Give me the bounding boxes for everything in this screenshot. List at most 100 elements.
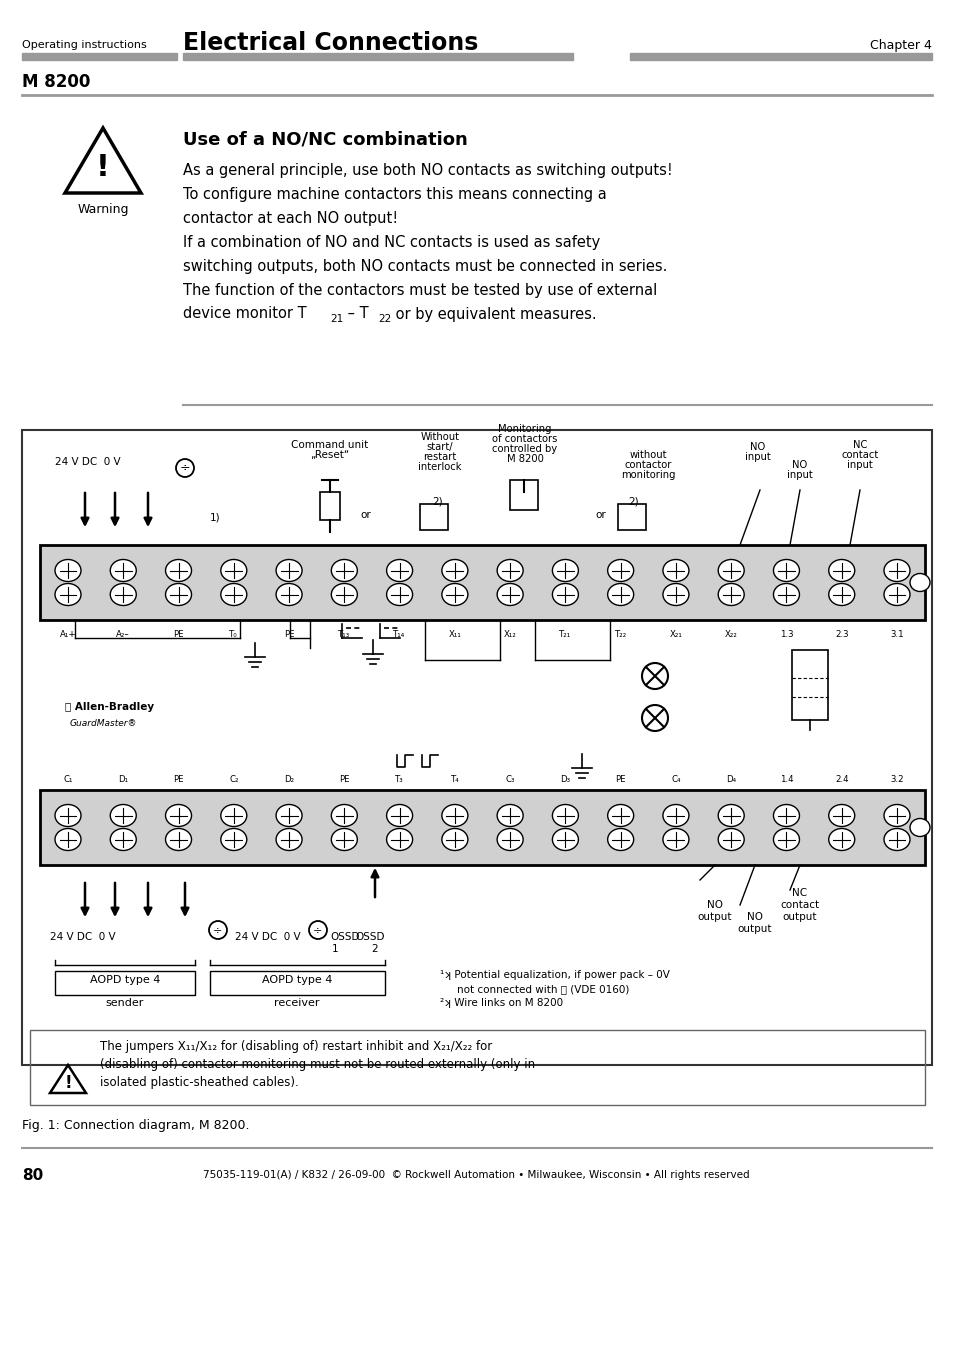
Text: PE: PE — [173, 630, 184, 639]
Ellipse shape — [552, 584, 578, 606]
Ellipse shape — [275, 584, 302, 606]
Text: input: input — [846, 460, 872, 470]
Ellipse shape — [275, 560, 302, 581]
Ellipse shape — [909, 573, 929, 592]
Ellipse shape — [111, 829, 136, 850]
Text: 24 V DC  0 V: 24 V DC 0 V — [50, 932, 115, 942]
Bar — [55, 971, 194, 995]
Text: PE: PE — [615, 775, 625, 784]
Text: device monitor T: device monitor T — [183, 307, 306, 322]
Text: 1.4: 1.4 — [779, 775, 793, 784]
Ellipse shape — [773, 584, 799, 606]
Ellipse shape — [220, 804, 247, 826]
Text: NO: NO — [706, 900, 722, 910]
Bar — [40, 545, 924, 621]
Ellipse shape — [275, 829, 302, 850]
Text: PE: PE — [338, 775, 350, 784]
Text: D₂: D₂ — [284, 775, 294, 784]
Bar — [510, 480, 537, 510]
Bar — [629, 53, 931, 59]
Text: Fig. 1: Connection diagram, M 8200.: Fig. 1: Connection diagram, M 8200. — [22, 1118, 250, 1132]
Text: To configure machine contactors this means connecting a: To configure machine contactors this mea… — [183, 187, 606, 201]
Ellipse shape — [166, 804, 192, 826]
Ellipse shape — [441, 584, 467, 606]
Ellipse shape — [497, 560, 522, 581]
Ellipse shape — [497, 829, 522, 850]
Ellipse shape — [55, 804, 81, 826]
Ellipse shape — [607, 560, 633, 581]
Text: 2.3: 2.3 — [834, 630, 847, 639]
Text: 3.1: 3.1 — [889, 630, 902, 639]
Text: NC: NC — [852, 439, 866, 450]
Text: Without: Without — [420, 433, 459, 442]
Ellipse shape — [386, 584, 412, 606]
Text: GuardMaster®: GuardMaster® — [70, 719, 137, 727]
Ellipse shape — [552, 829, 578, 850]
Text: C₃: C₃ — [505, 775, 515, 784]
Text: sender: sender — [106, 998, 144, 1009]
Bar — [419, 504, 448, 530]
Ellipse shape — [497, 584, 522, 606]
Ellipse shape — [441, 829, 467, 850]
Ellipse shape — [718, 804, 743, 826]
Bar — [791, 650, 827, 721]
Text: D₁: D₁ — [118, 775, 129, 784]
Text: 2): 2) — [432, 498, 442, 507]
Ellipse shape — [828, 804, 854, 826]
Ellipse shape — [166, 829, 192, 850]
Text: T₃: T₃ — [395, 775, 403, 784]
Ellipse shape — [111, 584, 136, 606]
Ellipse shape — [883, 560, 909, 581]
Text: of contactors: of contactors — [492, 434, 558, 443]
Ellipse shape — [883, 584, 909, 606]
Ellipse shape — [220, 584, 247, 606]
Text: Electrical Connections: Electrical Connections — [183, 31, 477, 55]
Text: start/: start/ — [426, 442, 453, 452]
Text: A₁+: A₁+ — [60, 630, 76, 639]
Text: interlock: interlock — [417, 462, 461, 472]
Text: NC: NC — [792, 888, 807, 898]
Ellipse shape — [662, 804, 688, 826]
Text: contact: contact — [841, 450, 878, 460]
Text: switching outputs, both NO contacts must be connected in series.: switching outputs, both NO contacts must… — [183, 258, 667, 273]
Ellipse shape — [607, 804, 633, 826]
Text: Use of a NO/NC combination: Use of a NO/NC combination — [183, 131, 467, 149]
Text: OSSD: OSSD — [355, 932, 384, 942]
Text: – T: – T — [343, 307, 368, 322]
Ellipse shape — [607, 829, 633, 850]
Text: 75035-119-01(A) / K832 / 26-09-00  © Rockwell Automation • Milwaukee, Wisconsin : 75035-119-01(A) / K832 / 26-09-00 © Rock… — [202, 1169, 748, 1180]
Ellipse shape — [111, 804, 136, 826]
Ellipse shape — [55, 584, 81, 606]
Text: Ⓐ Allen-Bradley: Ⓐ Allen-Bradley — [65, 702, 154, 713]
Text: 2.4: 2.4 — [834, 775, 847, 784]
Bar — [210, 971, 385, 995]
Text: D₄: D₄ — [725, 775, 736, 784]
Ellipse shape — [441, 560, 467, 581]
Bar — [22, 53, 177, 59]
Text: The function of the contactors must be tested by use of external: The function of the contactors must be t… — [183, 283, 657, 297]
Ellipse shape — [909, 818, 929, 837]
Text: 24 V DC  0 V: 24 V DC 0 V — [234, 932, 300, 942]
Text: As a general principle, use both NO contacts as switching outputs!: As a general principle, use both NO cont… — [183, 162, 672, 177]
Text: M 8200: M 8200 — [22, 73, 91, 91]
Text: „Reset“: „Reset“ — [310, 450, 349, 460]
Ellipse shape — [386, 829, 412, 850]
Text: PE: PE — [173, 775, 184, 784]
Ellipse shape — [331, 829, 357, 850]
Ellipse shape — [773, 829, 799, 850]
Ellipse shape — [607, 584, 633, 606]
Ellipse shape — [386, 560, 412, 581]
Text: 2: 2 — [372, 944, 378, 955]
Text: T₂₂: T₂₂ — [614, 630, 626, 639]
Ellipse shape — [552, 560, 578, 581]
Text: C₂: C₂ — [229, 775, 238, 784]
Text: output: output — [737, 923, 771, 934]
Text: X₁₂: X₁₂ — [503, 630, 516, 639]
Text: Warning: Warning — [77, 204, 129, 216]
Text: Monitoring: Monitoring — [497, 425, 551, 434]
Ellipse shape — [111, 560, 136, 581]
Ellipse shape — [773, 804, 799, 826]
Text: without: without — [629, 450, 666, 460]
Text: 22: 22 — [377, 314, 391, 324]
Text: !: ! — [96, 153, 110, 181]
